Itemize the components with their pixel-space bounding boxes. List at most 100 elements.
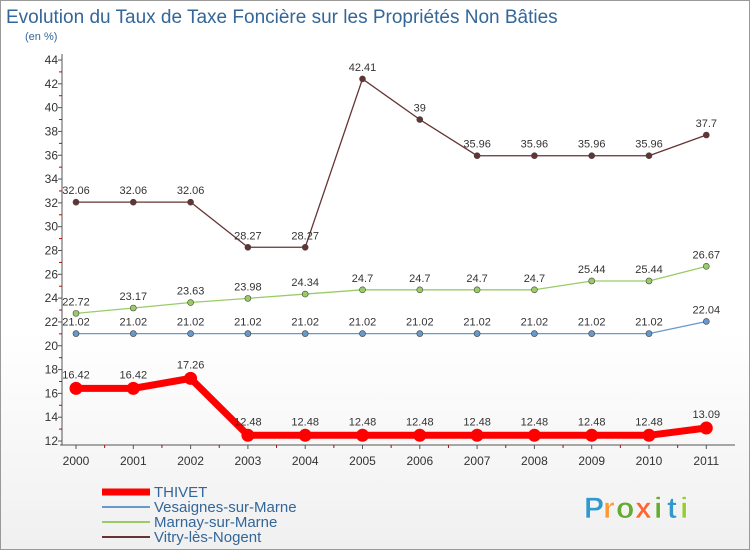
data-label: 12.48 [578, 416, 606, 428]
data-label: 21.02 [635, 317, 663, 329]
data-point [241, 428, 255, 442]
chart-subtitle: (en %) [25, 31, 57, 43]
data-point [301, 290, 309, 298]
data-label: 21.02 [578, 317, 606, 329]
data-label: 35.96 [463, 139, 491, 151]
data-point [585, 428, 599, 442]
data-point [645, 277, 653, 285]
data-label: 23.98 [234, 281, 262, 293]
data-label: 21.02 [406, 317, 434, 329]
data-label: 24.7 [466, 273, 487, 285]
y-tick-label: 28 [45, 244, 59, 258]
data-label: 12.48 [463, 416, 491, 428]
data-label: 35.96 [521, 139, 549, 151]
data-point [413, 428, 427, 442]
data-point [473, 286, 481, 294]
data-label: 21.02 [463, 317, 491, 329]
data-point [187, 198, 194, 206]
data-label: 21.02 [349, 317, 377, 329]
data-label: 24.7 [352, 273, 373, 285]
data-label: 21.02 [120, 317, 148, 329]
y-tick-label: 32 [45, 196, 59, 210]
x-tick-label: 2006 [406, 454, 433, 468]
data-point [187, 299, 194, 306]
data-label: 32.06 [62, 185, 90, 197]
x-tick-label: 2009 [578, 454, 605, 468]
data-label: 16.42 [120, 369, 148, 381]
data-point [416, 286, 424, 294]
y-tick-label: 26 [45, 267, 59, 281]
data-label: 32.06 [177, 185, 205, 197]
logo-letter: o [616, 492, 634, 525]
data-label: 39 [414, 103, 426, 115]
legend-label-vitry-les-nogent: Vitry-lès-Nogent [154, 529, 262, 546]
data-point [699, 421, 713, 435]
proxiti-logo: Pr o x i t i [584, 492, 689, 526]
data-label: 28.27 [291, 230, 319, 242]
y-tick-label: 22 [45, 315, 59, 329]
data-point [72, 310, 80, 317]
data-point [298, 428, 312, 442]
data-point [130, 198, 137, 206]
data-point [72, 198, 80, 206]
axes: 12 14 16 18 20 22 24 26 28 30 32 34 36 38 40 42 44 2000 20… [45, 53, 735, 468]
data-label: 25.44 [578, 264, 606, 276]
series-line [76, 320, 707, 335]
data-label: 17.26 [177, 359, 205, 371]
data-point [416, 116, 424, 123]
data-point [645, 330, 653, 337]
data-label: 37.7 [696, 118, 717, 130]
logo-letter: i [654, 492, 662, 525]
logo-letter: t [667, 492, 677, 525]
data-point [531, 152, 538, 160]
series-marnay-sur-marne: 22.72 23.17 23.63 23.98 24.34 24.7 24.7 24.7 24.… [62, 249, 721, 317]
data-point [130, 304, 137, 312]
data-point [359, 286, 366, 294]
data-point [473, 330, 481, 337]
data-label: 12.48 [291, 416, 319, 428]
series-vesaignes-sur-marne: 21.02 21.02 21.02 21.02 21.02 21.02 21.02 21.02… [62, 304, 721, 337]
data-label: 35.96 [635, 139, 663, 151]
data-label: 24.34 [291, 277, 319, 289]
data-label: 26.67 [693, 249, 721, 261]
data-point [645, 152, 653, 160]
x-tick-label: 2004 [292, 454, 319, 468]
data-label: 42.41 [349, 62, 377, 74]
data-label: 16.42 [62, 369, 90, 381]
data-label: 32.06 [120, 185, 148, 197]
series-line [76, 78, 707, 248]
y-tick-label: 20 [45, 339, 59, 353]
data-label: 22.04 [693, 304, 721, 316]
data-point [301, 243, 309, 251]
data-label: 24.7 [409, 273, 430, 285]
data-label: 13.09 [693, 409, 721, 421]
data-point [187, 330, 194, 337]
data-point [244, 243, 252, 251]
data-point [184, 371, 198, 385]
data-point [69, 381, 83, 395]
data-point [588, 152, 596, 160]
data-point [531, 330, 538, 337]
data-label: 12.48 [406, 416, 434, 428]
data-point [130, 330, 137, 337]
x-tick-label: 2007 [464, 454, 491, 468]
y-tick-label: 30 [45, 220, 59, 234]
data-point [702, 263, 710, 270]
data-point [588, 277, 596, 285]
chart-title: Evolution du Taux de Taxe Foncière sur l… [6, 7, 558, 28]
data-point [702, 318, 710, 325]
data-label: 12.48 [521, 416, 549, 428]
data-point [642, 428, 656, 442]
x-tick-label: 2002 [177, 454, 204, 468]
y-tick-label: 16 [45, 386, 59, 400]
data-point [470, 428, 484, 442]
data-label: 12.48 [635, 416, 663, 428]
data-point [356, 428, 369, 442]
data-point [416, 330, 424, 337]
data-label: 21.02 [521, 317, 549, 329]
data-point [702, 131, 710, 139]
data-point [531, 286, 538, 294]
y-tick-label: 14 [45, 410, 59, 424]
data-point [359, 75, 366, 83]
